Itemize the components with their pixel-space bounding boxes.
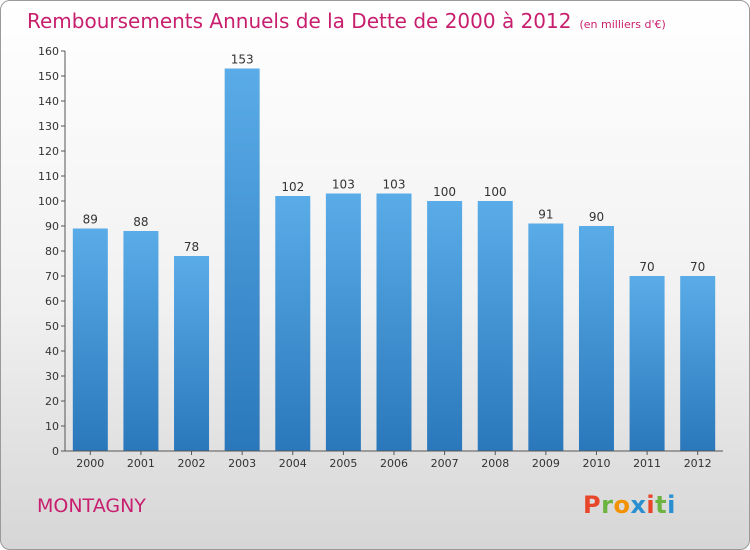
bar-value-label: 91 [538, 208, 553, 222]
x-tick-label: 2001 [127, 457, 155, 470]
bars: 89 88 78 153 102 103 103 100 100 91 90 70 70 [72, 53, 716, 451]
bar [174, 256, 210, 451]
logo-letter: i [667, 491, 676, 519]
y-tick-label: 130 [38, 120, 59, 133]
x-tick-label: 2002 [178, 457, 206, 470]
logo-letter: t [655, 491, 668, 519]
x-tick-label: 2012 [684, 457, 712, 470]
y-tick-label: 150 [38, 70, 59, 83]
logo-letter: x [630, 491, 647, 519]
y-tick-label: 20 [45, 395, 59, 408]
x-tick-label: 2010 [582, 457, 610, 470]
bar [376, 193, 412, 451]
bar [427, 201, 463, 451]
y-tick-label: 110 [38, 170, 59, 183]
y-tick-label: 160 [38, 45, 59, 58]
x-tick-label: 2003 [228, 457, 256, 470]
chart-title-text: Remboursements Annuels de la Dette de 20… [27, 9, 572, 33]
commune-name: MONTAGNY [37, 495, 146, 517]
bar [528, 223, 564, 451]
bar-value-label: 70 [690, 260, 705, 274]
x-tick-label: 2006 [380, 457, 408, 470]
bar [123, 231, 159, 451]
y-tick-label: 10 [45, 420, 59, 433]
x-tick-label: 2007 [431, 457, 459, 470]
y-tick-label: 90 [45, 220, 59, 233]
logo-letter: r [601, 491, 614, 519]
bar [325, 193, 361, 451]
bar-value-label: 89 [83, 213, 98, 227]
bar [578, 226, 614, 451]
x-tick-label: 2008 [481, 457, 509, 470]
y-tick-label: 80 [45, 245, 59, 258]
bar-value-label: 103 [332, 178, 355, 192]
y-tick-label: 140 [38, 95, 59, 108]
logo-letter: o [613, 491, 631, 519]
bar [275, 196, 311, 451]
proxiti-logo: Proxiti [583, 491, 676, 519]
bar-value-label: 100 [484, 185, 507, 199]
chart-unit: (en milliers d'€) [579, 18, 666, 31]
chart-title: Remboursements Annuels de la Dette de 20… [27, 9, 666, 33]
y-tick-label: 120 [38, 145, 59, 158]
y-axis: 0 10 20 30 40 50 60 70 80 90 100 110 120 130 140 150 160 [38, 45, 66, 458]
y-tick-label: 60 [45, 295, 59, 308]
x-tick-label: 2005 [329, 457, 357, 470]
bar [72, 228, 108, 451]
bar-value-label: 90 [589, 210, 604, 224]
y-tick-label: 50 [45, 320, 59, 333]
y-tick-label: 70 [45, 270, 59, 283]
y-tick-label: 40 [45, 345, 59, 358]
x-tick-label: 2011 [633, 457, 661, 470]
logo-letter: P [583, 491, 602, 519]
bar-value-label: 78 [184, 240, 199, 254]
x-axis: 2000 2001 2002 2003 2004 2005 2006 2007 2008 2009… [65, 450, 723, 470]
bar [629, 276, 665, 451]
bar [224, 68, 260, 451]
logo-letter: i [646, 491, 656, 519]
bar [680, 276, 716, 451]
y-tick-label: 0 [52, 445, 59, 458]
x-tick-label: 2004 [279, 457, 307, 470]
y-tick-label: 30 [45, 370, 59, 383]
x-tick-label: 2009 [532, 457, 560, 470]
bar [477, 201, 513, 451]
bar-value-label: 153 [231, 53, 254, 67]
bar-value-label: 100 [433, 185, 456, 199]
x-tick-label: 2000 [76, 457, 104, 470]
y-tick-label: 100 [38, 195, 59, 208]
bar-value-label: 70 [639, 260, 654, 274]
bar-value-label: 103 [383, 178, 406, 192]
bar-value-label: 88 [133, 215, 148, 229]
bar-value-label: 102 [281, 180, 304, 194]
